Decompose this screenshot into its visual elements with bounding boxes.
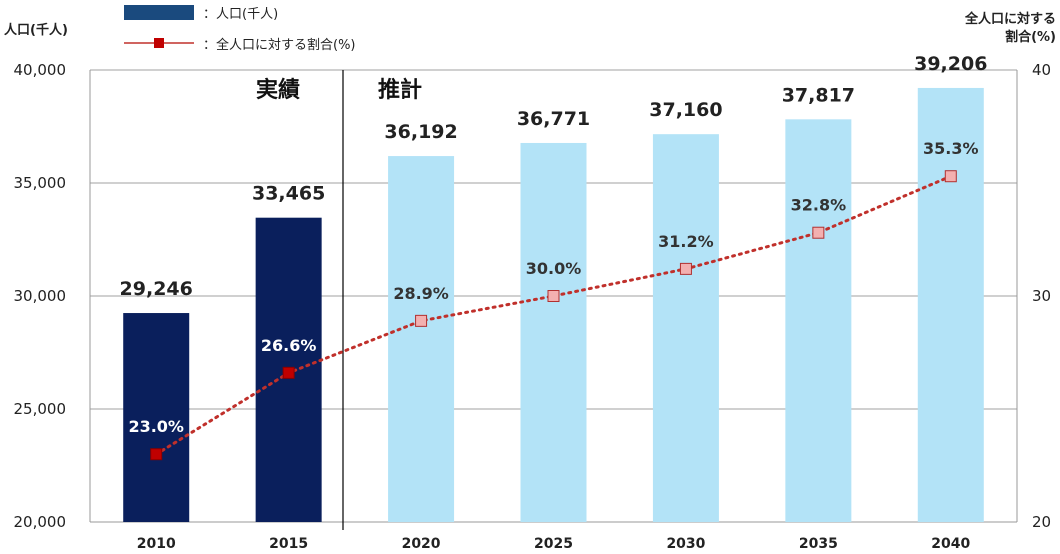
y-left-tick-label: 40,000 [14, 61, 67, 79]
y-axis-right-ticks: 20 30 40 [1032, 61, 1051, 531]
bar-value-label: 39,206 [914, 53, 987, 75]
y-right-tick-label: 20 [1032, 513, 1051, 531]
bars [123, 87, 984, 523]
ratio-point [415, 314, 428, 327]
bar-value-label: 29,246 [120, 278, 193, 300]
ratio-value-label: 23.0% [128, 417, 184, 436]
x-tick-label: 2025 [534, 536, 573, 552]
ratio-point [679, 262, 692, 275]
ratio-point [944, 170, 957, 183]
y-axis-left-ticks: 20,000 25,000 30,000 35,000 40,000 [14, 61, 67, 531]
y-left-tick-label: 20,000 [14, 513, 67, 531]
ratio-value-label: 30.0% [526, 259, 582, 278]
y-axis-right-title-line1: 全人口に対する [964, 11, 1056, 27]
bar-value-label: 36,192 [384, 121, 457, 143]
y-right-tick-label: 30 [1032, 287, 1051, 305]
x-tick-label: 2030 [666, 536, 705, 552]
legend-line-marker [154, 38, 164, 48]
bar [785, 119, 852, 522]
ratio-point [282, 366, 295, 379]
section-label-projection: 推計 [378, 77, 422, 103]
x-tick-label: 2020 [402, 536, 441, 552]
bar-value-labels: 29,246 33,465 36,192 36,771 37,160 37,817 39,2… [120, 53, 988, 300]
ratio-points [150, 170, 957, 461]
ratio-value-label: 31.2% [658, 232, 714, 251]
bar-value-label: 33,465 [252, 183, 325, 205]
bar [388, 156, 455, 523]
bar-value-label: 37,817 [782, 84, 855, 106]
bar [520, 142, 587, 522]
section-label-actual: 実績 [256, 77, 300, 103]
y-left-tick-label: 25,000 [14, 400, 67, 418]
bar [652, 134, 719, 522]
x-tick-label: 2010 [137, 536, 176, 552]
legend: ：人口(千人) ：全人口に対する割合(%) [124, 5, 356, 53]
ratio-value-label: 35.3% [923, 139, 979, 158]
y-left-tick-label: 30,000 [14, 287, 67, 305]
x-tick-label: 2040 [931, 536, 970, 552]
ratio-point [812, 226, 825, 239]
ratio-value-label: 28.9% [393, 284, 449, 303]
y-right-tick-label: 40 [1032, 61, 1051, 79]
legend-bar-label: ：人口(千人) [203, 7, 278, 22]
legend-line-label: ：全人口に対する割合(%) [203, 37, 356, 53]
y-left-tick-label: 35,000 [14, 174, 67, 192]
bar-value-label: 36,771 [517, 108, 590, 130]
ratio-value-label: 32.8% [791, 196, 847, 215]
ratio-point [150, 448, 163, 461]
bar [123, 313, 190, 522]
x-axis-ticks: 2010 2015 2020 2025 2030 2035 2040 [137, 536, 971, 552]
y-axis-right-title-line2: 割合(%) [1005, 29, 1056, 45]
bar [917, 87, 984, 522]
x-tick-label: 2015 [269, 536, 308, 552]
bar-value-label: 37,160 [649, 99, 722, 121]
legend-bar-swatch [124, 5, 194, 20]
y-axis-left-title: 人口(千人) [4, 22, 68, 38]
ratio-point [547, 290, 560, 302]
ratio-value-label: 26.6% [261, 336, 317, 355]
x-tick-label: 2035 [799, 536, 838, 552]
ratio-value-labels: 23.0% 26.6% 28.9% 30.0% 31.2% 32.8% 35.3% [128, 139, 978, 436]
